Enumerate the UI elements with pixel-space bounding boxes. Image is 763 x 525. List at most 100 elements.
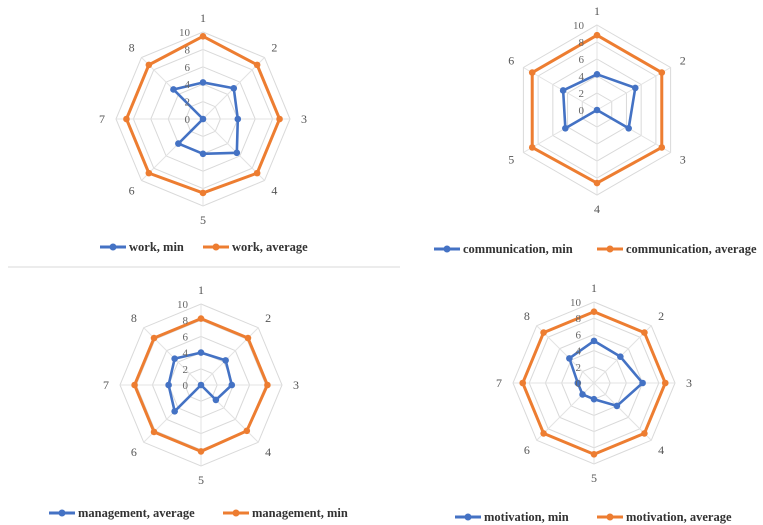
category-label: 2	[680, 54, 686, 68]
category-label: 4	[271, 183, 277, 197]
data-point	[613, 402, 621, 410]
tick-label: 2	[183, 364, 189, 376]
data-point	[123, 115, 130, 123]
data-point	[199, 79, 207, 86]
legend-swatch-marker	[443, 245, 451, 253]
category-label: 1	[591, 281, 597, 295]
tick-label: 4	[579, 71, 585, 83]
data-point	[197, 381, 205, 389]
data-point	[222, 357, 229, 364]
data-point	[631, 84, 639, 92]
data-point	[579, 391, 586, 398]
data-point	[593, 71, 601, 78]
data-point	[540, 329, 547, 336]
category-label: 4	[658, 443, 664, 457]
tick-label: 4	[185, 79, 191, 91]
tick-label: 10	[177, 299, 189, 311]
category-label: 5	[508, 153, 514, 167]
data-point	[559, 87, 567, 94]
tick-label: 8	[576, 313, 582, 325]
tick-label: 8	[183, 315, 189, 327]
tick-label: 2	[579, 88, 585, 100]
data-point	[641, 329, 648, 336]
category-label: 8	[524, 309, 530, 323]
data-point	[150, 334, 158, 342]
legend-label: management, average	[78, 506, 195, 520]
data-point	[658, 144, 666, 151]
tick-label: 0	[183, 380, 189, 392]
category-label: 7	[103, 378, 109, 392]
tick-label: 10	[179, 27, 191, 39]
category-label: 2	[658, 309, 664, 323]
data-point	[519, 379, 527, 387]
data-point	[658, 69, 666, 76]
data-point	[197, 448, 205, 455]
data-point	[228, 381, 236, 389]
data-point	[625, 124, 632, 132]
grid-spoke	[593, 382, 652, 441]
data-point	[230, 84, 238, 92]
data-point	[199, 189, 207, 197]
grid-spoke	[523, 67, 598, 111]
category-label: 6	[508, 54, 514, 68]
data-point	[593, 179, 601, 187]
legend-label: communication, average	[626, 242, 757, 256]
legend-swatch-marker	[606, 513, 614, 521]
data-point	[197, 349, 205, 356]
data-point	[590, 395, 598, 403]
data-point	[234, 115, 242, 123]
tick-label: 10	[573, 20, 585, 32]
legend-label: work, average	[232, 240, 308, 254]
legend-swatch-marker	[606, 245, 614, 253]
data-point	[150, 428, 158, 436]
data-point	[617, 353, 624, 360]
data-point	[593, 31, 601, 39]
legend-item: work, min	[100, 240, 184, 254]
legend-swatch-marker	[212, 243, 220, 251]
tick-label: 6	[185, 62, 191, 74]
category-label: 3	[686, 376, 692, 390]
data-point	[199, 115, 207, 123]
data-point	[233, 149, 241, 157]
legend-swatch-marker	[109, 243, 117, 251]
data-point	[243, 427, 251, 435]
data-point	[131, 381, 138, 389]
data-point	[566, 355, 573, 362]
legend-swatch-marker	[464, 513, 472, 521]
data-point	[145, 169, 153, 177]
data-point	[641, 430, 648, 437]
category-label: 3	[293, 378, 299, 392]
tick-label: 2	[185, 97, 191, 109]
data-point	[276, 115, 283, 123]
category-label: 1	[198, 283, 204, 297]
data-point	[661, 379, 669, 387]
category-label: 8	[129, 41, 135, 55]
tick-label: 10	[570, 297, 582, 309]
data-point	[590, 308, 598, 316]
legend-item: management, average	[49, 506, 195, 520]
legend-item: communication, average	[597, 242, 757, 256]
data-point	[244, 334, 252, 342]
category-label: 4	[594, 202, 600, 216]
data-point	[264, 381, 271, 389]
data-point	[197, 315, 205, 322]
data-point	[562, 124, 569, 132]
legend-label: work, min	[129, 240, 184, 254]
tick-label: 0	[579, 105, 585, 117]
tick-label: 8	[185, 44, 191, 56]
grid-spoke	[202, 118, 265, 181]
data-point	[590, 337, 598, 345]
category-label: 6	[129, 183, 135, 197]
category-label: 3	[680, 153, 686, 167]
category-label: 1	[594, 4, 600, 18]
category-label: 3	[301, 112, 307, 126]
data-point	[528, 144, 536, 151]
data-point	[590, 450, 598, 458]
legend-item: motivation, average	[597, 510, 732, 524]
grid-spoke	[536, 325, 595, 384]
tick-label: 4	[183, 348, 189, 360]
